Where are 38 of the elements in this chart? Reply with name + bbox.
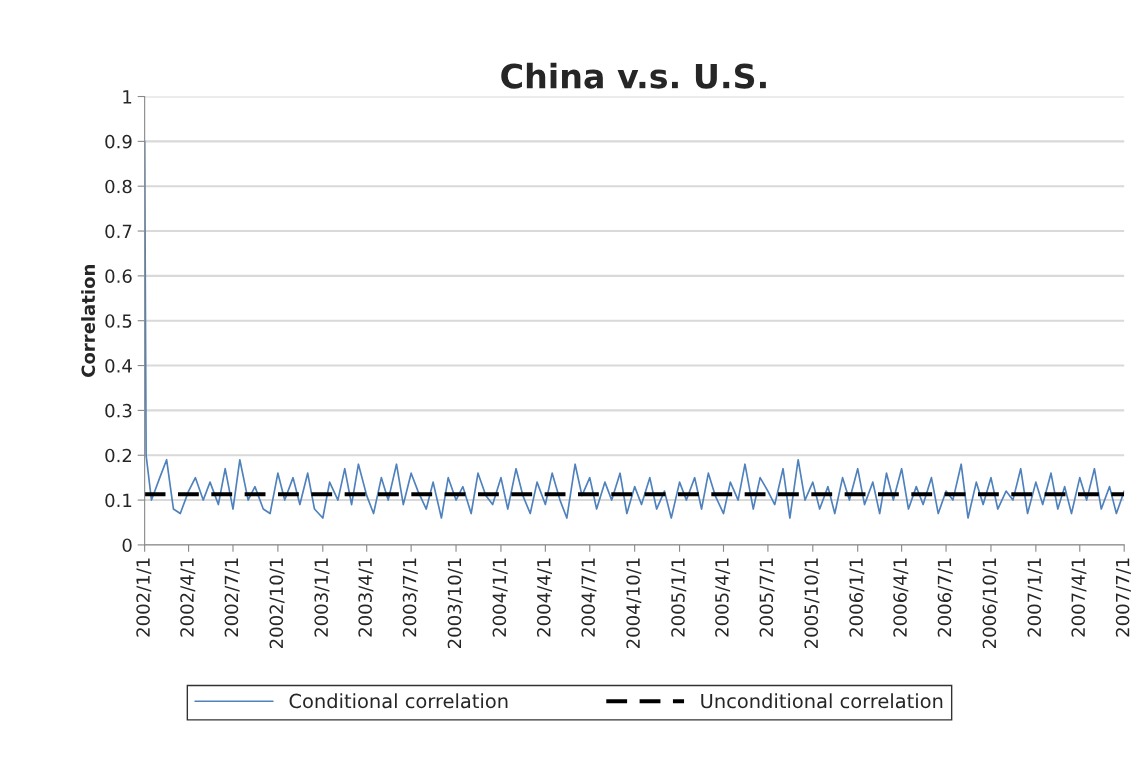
y-tick-label: 1	[123, 90, 132, 104]
y-tick-label: 0.6	[105, 269, 132, 283]
x-tick-label: 2002/10/1	[269, 558, 285, 648]
x-tick-label: 2003/7/1	[402, 558, 418, 637]
y-tick-label: 0	[122, 538, 132, 553]
y-tick-label: 0.5	[105, 314, 132, 328]
x-tick-label: 2003/10/1	[447, 558, 463, 648]
x-tick-label: 2002/4/1	[180, 558, 196, 637]
x-tick-label: 2007/4/1	[1071, 558, 1087, 637]
y-tick-label: 0.3	[105, 403, 132, 418]
x-tick-label: 2005/7/1	[759, 558, 775, 637]
x-tick-label: 2003/1/1	[314, 558, 330, 637]
x-tick-label: 2004/7/1	[581, 558, 597, 637]
x-tick-label: 2005/4/1	[715, 558, 731, 637]
x-tick-label: 2004/10/1	[626, 558, 642, 648]
x-tick-label: 2004/4/1	[536, 558, 553, 637]
x-tick-label: 2005/10/1	[804, 558, 820, 648]
x-tick-label: 2007/7/1	[1115, 558, 1131, 637]
x-tick-label: 2006/4/1	[893, 558, 909, 637]
x-tick-label: 2006/10/1	[982, 558, 998, 648]
legend-label: Unconditional correlation	[701, 693, 943, 709]
x-tick-label: 2005/1/1	[671, 558, 687, 637]
y-axis-title: Correlation	[81, 265, 96, 377]
x-tick-label: 2004/1/1	[492, 558, 508, 637]
y-tick-label: 0.8	[105, 179, 132, 194]
x-tick-label: 2002/7/1	[224, 558, 240, 637]
y-tick-label: 0.4	[105, 359, 132, 373]
chart-title: China v.s. U.S.	[501, 62, 766, 89]
y-tick-label: 0.7	[105, 224, 132, 239]
y-tick-label: 0.2	[105, 448, 132, 463]
x-tick-label: 2006/1/1	[849, 558, 865, 637]
x-tick-label: 2006/7/1	[937, 558, 953, 637]
x-tick-label: 2007/1/1	[1027, 558, 1043, 637]
x-tick-label: 2003/4/1	[358, 558, 374, 637]
legend-label: Conditional correlation	[289, 693, 508, 709]
x-tick-label: 2002/1/1	[136, 558, 152, 637]
y-tick-label: 0.1	[105, 493, 132, 508]
y-tick-label: 0.9	[105, 134, 132, 149]
